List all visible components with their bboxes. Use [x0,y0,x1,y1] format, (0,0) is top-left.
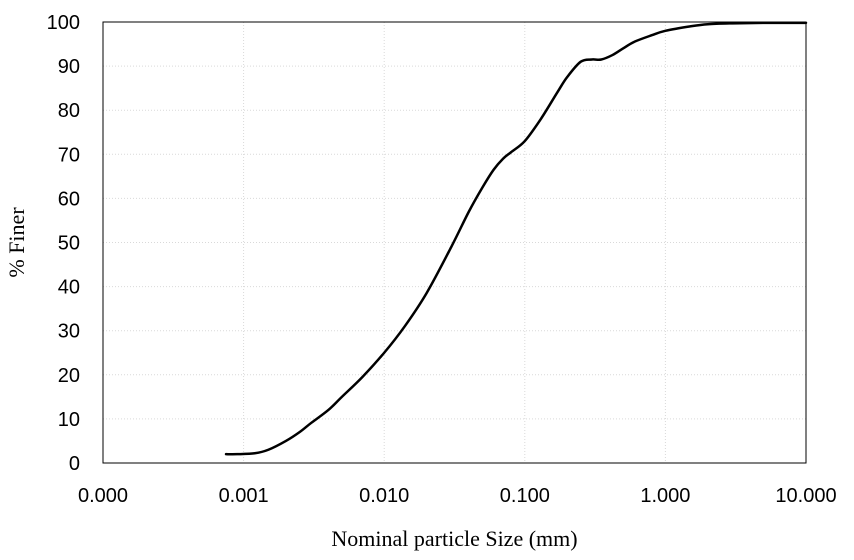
y-tick-label: 90 [58,56,80,78]
x-axis-title: Nominal particle Size (mm) [331,526,577,551]
y-axis-title: % Finer [4,207,29,278]
y-axis-ticks: 0 10 20 30 40 50 60 70 80 90 100 [47,12,80,475]
x-tick-label: 0.100 [500,485,550,507]
x-tick-label: 0.001 [219,485,269,507]
plot-area-frame [102,21,807,464]
x-tick-label: 0.010 [359,485,409,507]
y-tick-label: 0 [69,453,80,475]
y-tick-label: 50 [58,233,80,255]
x-tick-label: 10.000 [775,485,836,507]
y-tick-label: 60 [58,188,80,210]
gradation-curve [224,21,808,456]
y-tick-label: 70 [58,144,80,166]
x-tick-label: 0.000 [78,485,128,507]
y-tick-label: 10 [58,409,80,431]
y-tick-label: 30 [58,321,80,343]
y-tick-label: 40 [58,277,80,299]
y-tick-label: 20 [58,365,80,387]
y-tick-label: 100 [47,12,80,34]
x-axis-ticks: 0.000 0.001 0.010 0.100 1.000 10.000 [78,485,837,507]
x-tick-label: 1.000 [640,485,690,507]
y-tick-label: 80 [58,100,80,122]
